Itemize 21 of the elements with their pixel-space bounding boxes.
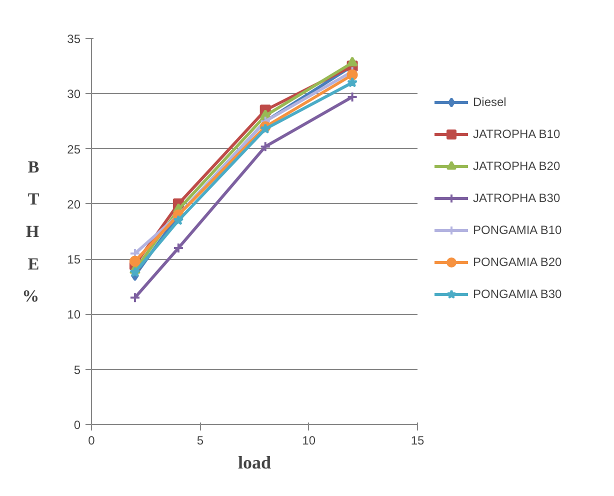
legend-label: JATROPHA B20 — [473, 159, 560, 173]
y-tick-label: 30 — [67, 87, 81, 102]
y-tick-label: 10 — [67, 308, 81, 322]
legend-label: JATROPHA B10 — [473, 127, 560, 141]
legend-label: PONGAMIA B10 — [473, 223, 562, 237]
x-tick-label: 0 — [88, 434, 96, 448]
y-tick-label: 25 — [67, 142, 81, 156]
y-tick-label: 0 — [74, 418, 81, 432]
legend-label: JATROPHA B30 — [473, 191, 560, 205]
x-tick-label: 5 — [196, 434, 204, 448]
x-tick-label: 15 — [410, 434, 424, 448]
legend-label: Diesel — [473, 95, 506, 109]
y-axis-title: BTHE% — [22, 157, 40, 306]
y-tick-label: 5 — [74, 362, 81, 377]
y-tick-label: 20 — [67, 197, 81, 212]
y-tick-label: 35 — [67, 32, 81, 46]
legend-label: PONGAMIA B20 — [473, 255, 562, 269]
x-tick-label: 10 — [302, 434, 316, 448]
x-axis-title: load — [238, 452, 272, 472]
legend-label: PONGAMIA B30 — [473, 287, 562, 301]
y-tick-label: 15 — [67, 252, 81, 267]
